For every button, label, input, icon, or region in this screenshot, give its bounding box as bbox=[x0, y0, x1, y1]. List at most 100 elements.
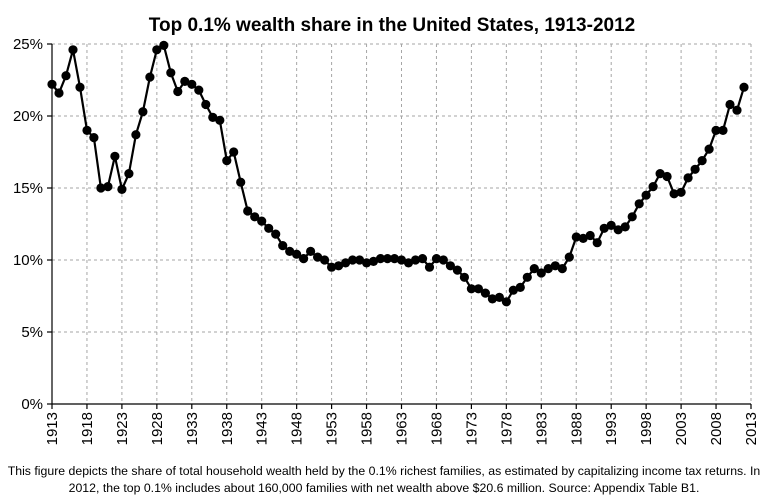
data-point bbox=[82, 125, 92, 135]
data-point bbox=[278, 241, 288, 251]
data-point bbox=[431, 254, 442, 264]
data-point bbox=[194, 85, 204, 95]
x-axis-ticks: 1913 1918 1923 1928 1933 1938 1943 1948 1953 1958… bbox=[44, 412, 760, 445]
data-point bbox=[96, 183, 106, 193]
data-point bbox=[124, 169, 134, 179]
data-point bbox=[355, 255, 365, 265]
data-point bbox=[641, 190, 651, 200]
data-point bbox=[578, 233, 588, 243]
data-point bbox=[732, 105, 742, 115]
data-point bbox=[236, 177, 246, 187]
axes bbox=[47, 43, 752, 409]
x-tick-label: 1978 bbox=[498, 412, 515, 445]
x-tick-label: 2013 bbox=[743, 412, 760, 445]
data-point bbox=[508, 285, 518, 295]
data-point bbox=[480, 288, 490, 298]
data-point bbox=[606, 220, 616, 230]
data-point bbox=[648, 182, 658, 192]
x-tick-label: 1993 bbox=[603, 412, 620, 445]
data-point bbox=[313, 252, 323, 262]
data-point bbox=[103, 182, 113, 192]
data-point bbox=[690, 164, 700, 174]
data-point bbox=[417, 254, 428, 264]
data-point bbox=[445, 261, 455, 271]
data-point bbox=[571, 232, 581, 242]
data-point bbox=[271, 229, 281, 239]
data-point bbox=[327, 262, 337, 272]
data-point bbox=[89, 133, 99, 143]
data-point bbox=[396, 255, 407, 265]
data-point bbox=[536, 268, 546, 278]
data-point bbox=[68, 45, 78, 55]
data-point bbox=[683, 173, 693, 183]
data-point bbox=[704, 144, 714, 154]
data-point bbox=[725, 99, 735, 110]
x-tick-label: 1923 bbox=[114, 412, 131, 445]
data-point bbox=[557, 264, 567, 274]
data-point bbox=[348, 255, 358, 265]
data-point bbox=[292, 249, 302, 259]
data-point bbox=[585, 230, 595, 241]
data-point bbox=[229, 147, 239, 157]
x-tick-label: 1988 bbox=[568, 412, 585, 445]
x-tick-label: 1998 bbox=[638, 412, 655, 445]
data-point bbox=[543, 264, 553, 274]
data-point bbox=[166, 68, 176, 78]
series-line bbox=[51, 43, 746, 304]
data-point bbox=[403, 258, 414, 268]
data-point bbox=[515, 282, 525, 292]
data-point bbox=[676, 187, 686, 197]
data-point bbox=[501, 297, 511, 307]
y-tick-label: 20% bbox=[13, 108, 43, 125]
data-point bbox=[54, 88, 64, 98]
x-tick-label: 1933 bbox=[184, 412, 201, 445]
data-point bbox=[452, 265, 462, 275]
data-point bbox=[257, 216, 267, 226]
data-point bbox=[662, 171, 672, 182]
data-point bbox=[522, 272, 532, 282]
data-point bbox=[613, 225, 623, 235]
data-point bbox=[222, 156, 232, 166]
data-point bbox=[138, 107, 148, 117]
x-tick-label: 1963 bbox=[394, 412, 411, 445]
data-point bbox=[564, 252, 574, 262]
data-point bbox=[243, 206, 253, 216]
data-point bbox=[620, 222, 630, 232]
data-point bbox=[382, 254, 393, 264]
data-point bbox=[599, 223, 609, 233]
data-point bbox=[711, 125, 721, 135]
data-point bbox=[285, 246, 295, 256]
data-point bbox=[159, 40, 169, 51]
data-point bbox=[201, 99, 211, 110]
data-point bbox=[215, 115, 225, 125]
data-point bbox=[306, 246, 316, 256]
y-tick-label: 25% bbox=[13, 36, 43, 53]
data-point bbox=[592, 238, 602, 248]
x-tick-label: 1953 bbox=[324, 412, 341, 445]
data-point bbox=[368, 256, 379, 266]
data-point bbox=[131, 130, 141, 140]
x-tick-label: 1948 bbox=[289, 412, 306, 445]
x-tick-label: 2008 bbox=[708, 412, 725, 445]
x-tick-label: 1943 bbox=[254, 412, 271, 445]
y-tick-label: 15% bbox=[13, 180, 43, 197]
data-point bbox=[389, 254, 400, 264]
data-point bbox=[61, 71, 71, 81]
data-point bbox=[627, 212, 637, 222]
x-tick-label: 1983 bbox=[533, 412, 550, 445]
x-tick-label: 1973 bbox=[463, 412, 480, 445]
data-point bbox=[152, 45, 162, 55]
data-point bbox=[410, 255, 421, 265]
data-point bbox=[320, 255, 330, 265]
y-tick-label: 10% bbox=[13, 252, 43, 269]
data-point bbox=[117, 184, 127, 194]
x-tick-label: 1918 bbox=[79, 412, 96, 445]
x-tick-label: 1928 bbox=[149, 412, 166, 445]
data-point bbox=[110, 151, 120, 161]
x-tick-label: 2003 bbox=[673, 412, 690, 445]
x-tick-label: 1958 bbox=[359, 412, 376, 445]
x-tick-label: 1968 bbox=[428, 412, 445, 445]
data-point bbox=[718, 125, 728, 135]
data-point bbox=[187, 79, 197, 89]
